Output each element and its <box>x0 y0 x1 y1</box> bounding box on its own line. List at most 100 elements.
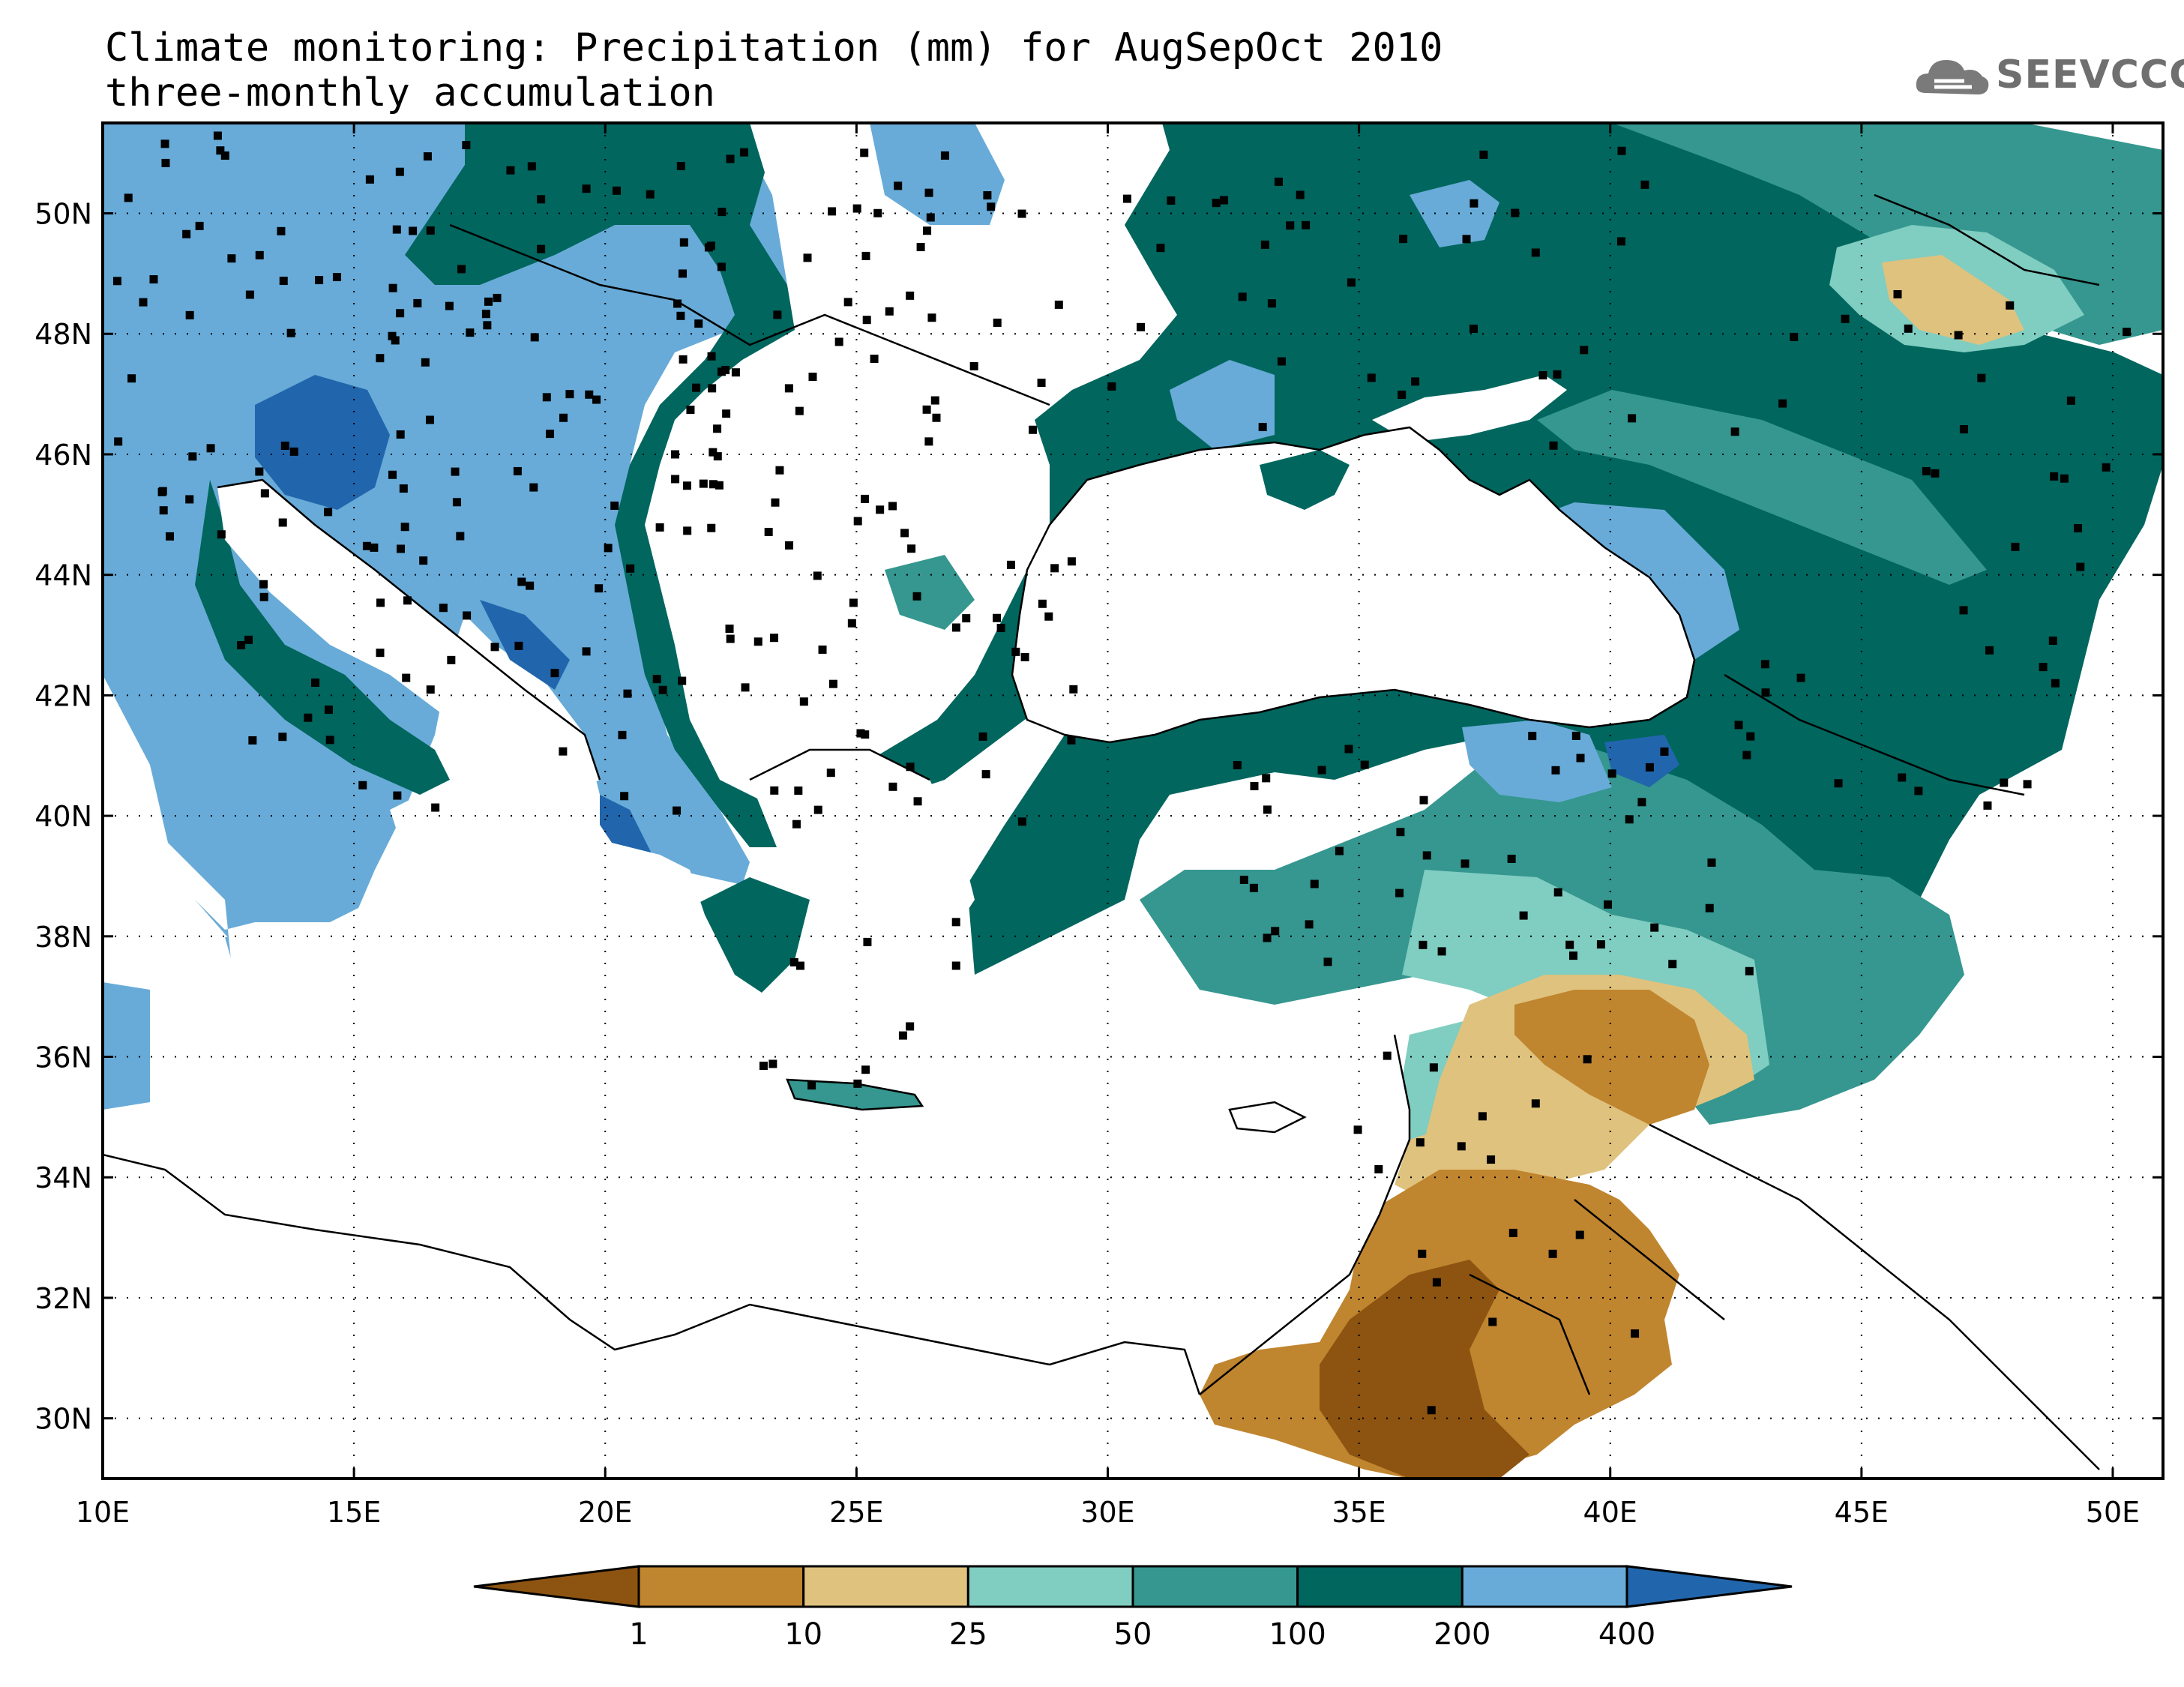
station-marker <box>396 309 405 318</box>
station-marker <box>996 624 1005 633</box>
station-marker <box>862 316 871 325</box>
field-10-25-russia <box>1882 255 2024 345</box>
lon-tick-label: 45E <box>1835 1496 1889 1529</box>
field-1-10-syria <box>1514 990 1709 1125</box>
station-marker <box>413 298 422 307</box>
station-marker <box>771 498 780 507</box>
station-marker <box>1834 779 1843 788</box>
station-marker <box>245 290 254 299</box>
colorbar-segment <box>1460 1565 1628 1608</box>
cloud-icon <box>1916 60 1989 94</box>
station-marker <box>582 647 591 656</box>
station-marker <box>1596 940 1605 949</box>
station-marker <box>1335 846 1344 855</box>
mediterranean <box>103 795 1410 1479</box>
station-marker <box>713 424 722 433</box>
station-marker <box>325 736 334 745</box>
chart-title: Climate monitoring: Precipitation (mm) f… <box>105 25 1443 70</box>
station-marker <box>1631 1329 1640 1338</box>
station-marker <box>658 685 667 694</box>
station-marker <box>686 406 695 415</box>
station-marker <box>673 299 682 308</box>
station-marker <box>396 430 405 439</box>
station-marker <box>828 679 837 688</box>
station-marker <box>1616 237 1625 246</box>
station-marker <box>708 384 717 393</box>
station-marker <box>392 225 401 234</box>
station-marker <box>1583 1055 1592 1064</box>
station-marker <box>1571 731 1580 740</box>
station-marker <box>1528 732 1537 741</box>
station-marker <box>1668 960 1677 969</box>
station-marker <box>185 495 194 504</box>
station-marker <box>426 226 435 235</box>
station-marker <box>426 685 435 694</box>
station-marker <box>876 505 885 514</box>
station-marker <box>315 276 324 285</box>
field-100-200-italy <box>195 480 450 795</box>
station-marker <box>1985 646 1994 655</box>
station-marker <box>1347 278 1356 287</box>
station-marker <box>1904 324 1913 333</box>
station-marker <box>873 208 882 217</box>
station-marker <box>1507 854 1516 863</box>
station-marker <box>907 544 916 553</box>
station-marker <box>870 355 879 364</box>
station-marker <box>1107 382 1116 391</box>
station-marker <box>794 786 803 795</box>
station-marker <box>1549 441 1558 450</box>
station-marker <box>1267 299 1276 308</box>
station-marker <box>981 770 990 779</box>
station-marker <box>922 405 931 414</box>
station-marker <box>983 191 992 200</box>
station-marker <box>259 580 268 589</box>
station-marker <box>1931 469 1940 478</box>
station-marker <box>1383 1051 1392 1060</box>
station-marker <box>861 251 870 260</box>
station-marker <box>655 523 664 532</box>
station-marker <box>713 452 722 461</box>
station-marker <box>280 441 289 450</box>
colorbar-segment <box>1296 1565 1463 1608</box>
station-marker <box>278 518 287 527</box>
station-marker <box>365 175 374 184</box>
station-marker <box>773 310 782 319</box>
station-marker <box>565 390 574 399</box>
lat-tick-label: 40N <box>34 800 92 833</box>
station-marker <box>237 641 246 650</box>
station-marker <box>1954 331 1963 340</box>
station-marker <box>493 293 502 302</box>
station-marker <box>626 564 635 573</box>
station-marker <box>717 262 726 271</box>
station-marker <box>160 139 169 148</box>
field-200-400-odessa <box>1170 360 1275 450</box>
colorbar-label: 1 <box>629 1617 648 1652</box>
station-marker <box>1310 879 1319 888</box>
station-marker <box>2123 328 2132 337</box>
station-marker <box>759 1061 768 1070</box>
station-marker <box>784 541 793 550</box>
station-marker <box>969 361 978 370</box>
station-marker <box>149 275 158 284</box>
station-marker <box>1137 322 1146 331</box>
lat-tick-label: 38N <box>34 921 92 954</box>
station-marker <box>1645 763 1654 772</box>
colorbar-label: 100 <box>1269 1617 1326 1652</box>
station-marker <box>362 541 371 550</box>
station-marker <box>924 437 933 446</box>
station-marker <box>1761 688 1770 697</box>
black-sea <box>1012 427 1694 742</box>
station-marker <box>683 526 692 535</box>
station-marker <box>1260 240 1269 249</box>
station-marker <box>853 1079 862 1088</box>
azov-sea <box>1372 375 1567 442</box>
station-marker <box>2006 301 2015 310</box>
station-marker <box>399 484 408 493</box>
lat-tick-label: 46N <box>34 439 92 472</box>
station-marker <box>286 328 295 337</box>
station-marker <box>1050 564 1059 573</box>
field-above-400-balkans <box>480 600 570 690</box>
station-marker <box>803 253 812 262</box>
colorbar-segment <box>637 1565 805 1608</box>
